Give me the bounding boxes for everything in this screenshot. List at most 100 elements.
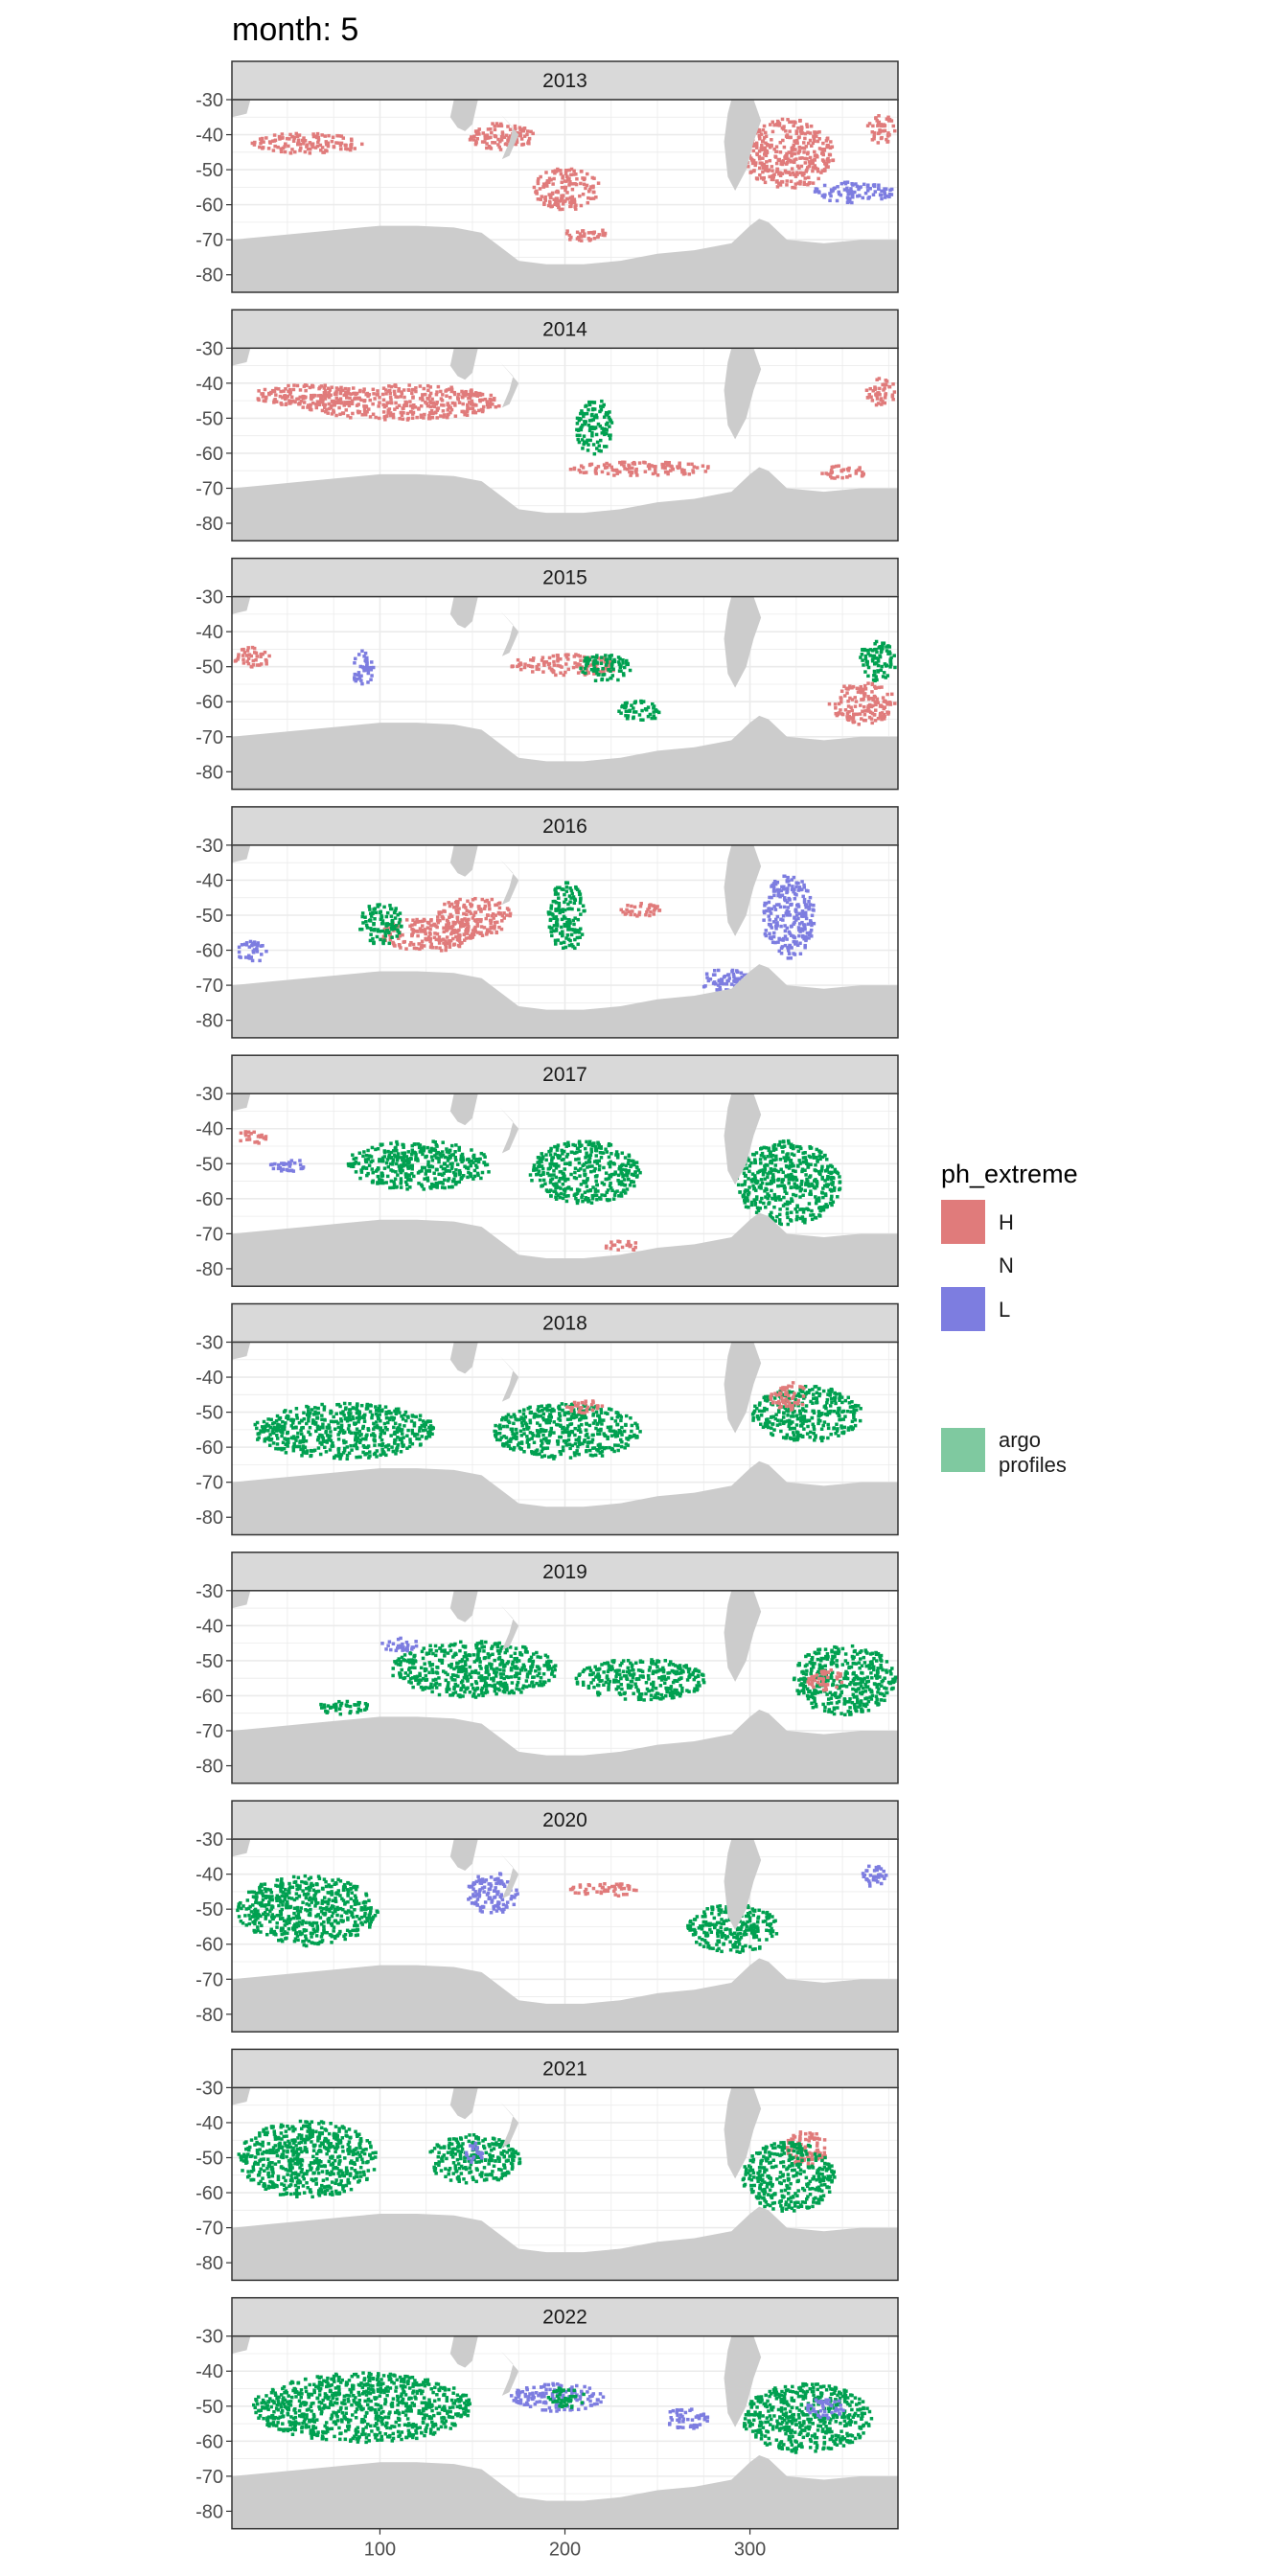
data-cell-H bbox=[323, 383, 327, 387]
data-cell-H bbox=[822, 149, 827, 152]
data-cell-G bbox=[405, 1162, 409, 1165]
data-cell-H bbox=[765, 143, 770, 147]
data-cell-G bbox=[771, 1148, 776, 1152]
data-cell-G bbox=[559, 1191, 564, 1196]
data-cell-L bbox=[251, 951, 256, 954]
data-cell-H bbox=[893, 128, 897, 133]
data-cell-G bbox=[741, 1194, 746, 1198]
data-cell-L bbox=[724, 982, 729, 986]
data-cell-H bbox=[264, 396, 268, 401]
data-cell-H bbox=[295, 383, 300, 388]
data-cell-H bbox=[541, 185, 545, 189]
data-cell-L bbox=[850, 200, 854, 205]
data-cell-H bbox=[508, 913, 512, 918]
data-cell-H bbox=[445, 928, 449, 932]
data-cell-H bbox=[579, 470, 583, 474]
data-cell-H bbox=[394, 384, 398, 389]
data-cell-H bbox=[391, 940, 395, 945]
data-cell-G bbox=[872, 654, 877, 658]
data-cell-H bbox=[653, 907, 657, 911]
data-cell-G bbox=[807, 1184, 811, 1188]
data-cell-H bbox=[237, 653, 241, 656]
data-cell-G bbox=[594, 1159, 599, 1163]
data-cell-L bbox=[804, 914, 808, 918]
data-cell-H bbox=[472, 402, 477, 407]
data-cell-H bbox=[549, 178, 553, 182]
data-cell-G bbox=[893, 665, 897, 670]
data-cell-G bbox=[627, 1169, 631, 1173]
data-cell-G bbox=[742, 1171, 747, 1176]
data-cell-H bbox=[562, 673, 566, 678]
data-cell-H bbox=[493, 924, 496, 928]
data-cell-G bbox=[622, 665, 627, 670]
data-cell-L bbox=[767, 900, 771, 905]
data-cell-H bbox=[388, 411, 393, 415]
data-cell-H bbox=[302, 401, 307, 404]
data-cell-H bbox=[473, 896, 477, 901]
data-cell-G bbox=[592, 451, 597, 456]
data-cell-H bbox=[883, 396, 887, 400]
data-cell-H bbox=[414, 386, 418, 390]
data-cell-G bbox=[800, 1169, 804, 1174]
data-cell-G bbox=[759, 1162, 763, 1165]
data-cell-G bbox=[432, 1148, 436, 1152]
data-cell-H bbox=[409, 940, 413, 945]
data-cell-L bbox=[268, 1162, 273, 1167]
data-cell-G bbox=[770, 1216, 775, 1221]
facet-strip-label: 2013 bbox=[542, 70, 587, 92]
data-cell-G bbox=[589, 1201, 594, 1205]
data-cell-H bbox=[776, 181, 781, 185]
land-africa bbox=[232, 1093, 251, 1112]
data-cell-H bbox=[435, 925, 439, 930]
data-cell-H bbox=[417, 942, 421, 946]
data-cell-G bbox=[391, 1158, 396, 1162]
data-cell-L bbox=[765, 908, 769, 913]
data-cell-G bbox=[476, 1173, 480, 1178]
data-cell-H bbox=[788, 120, 792, 125]
data-cell-H bbox=[465, 413, 470, 418]
data-cell-H bbox=[437, 912, 442, 916]
data-cell-H bbox=[581, 466, 586, 470]
data-cell-H bbox=[452, 928, 457, 932]
data-cell-G bbox=[308, 1433, 312, 1437]
data-cell-L bbox=[289, 1168, 294, 1173]
land-africa bbox=[232, 596, 251, 614]
data-cell-G bbox=[358, 928, 362, 932]
data-cell-L bbox=[807, 899, 811, 904]
data-cell-L bbox=[360, 681, 364, 686]
data-cell-L bbox=[889, 193, 894, 196]
data-cell-H bbox=[866, 695, 870, 699]
data-cell-H bbox=[665, 463, 670, 468]
facet-strip-label: 2014 bbox=[542, 318, 587, 340]
data-cell-H bbox=[284, 387, 288, 391]
data-cell-G bbox=[487, 1170, 491, 1174]
data-cell-H bbox=[842, 684, 846, 689]
data-cell-L bbox=[764, 929, 769, 932]
data-cell-H bbox=[746, 165, 750, 169]
data-cell-G bbox=[426, 1145, 429, 1150]
land-antarctica bbox=[232, 964, 898, 1038]
data-cell-L bbox=[732, 975, 736, 978]
data-cell-H bbox=[320, 408, 325, 413]
data-cell-L bbox=[848, 198, 852, 202]
y-tick-label: -70 bbox=[196, 478, 223, 499]
data-cell-H bbox=[272, 139, 277, 143]
data-cell-H bbox=[264, 662, 268, 666]
data-cell-G bbox=[554, 1175, 559, 1180]
data-cell-H bbox=[421, 393, 425, 397]
data-cell-L bbox=[780, 893, 785, 897]
data-cell-H bbox=[439, 949, 444, 953]
data-cell-H bbox=[630, 904, 633, 908]
data-cell-G bbox=[444, 1169, 448, 1173]
data-cell-H bbox=[336, 141, 340, 145]
data-cell-G bbox=[366, 1148, 370, 1153]
y-tick-label: -70 bbox=[196, 230, 223, 251]
data-cell-L bbox=[282, 1162, 286, 1167]
data-cell-H bbox=[324, 409, 328, 414]
data-cell-H bbox=[537, 176, 540, 181]
data-cell-G bbox=[570, 907, 574, 911]
data-cell-G bbox=[418, 1169, 422, 1174]
data-cell-G bbox=[790, 1174, 794, 1179]
data-cell-G bbox=[417, 1145, 422, 1150]
data-cell-G bbox=[397, 931, 402, 935]
